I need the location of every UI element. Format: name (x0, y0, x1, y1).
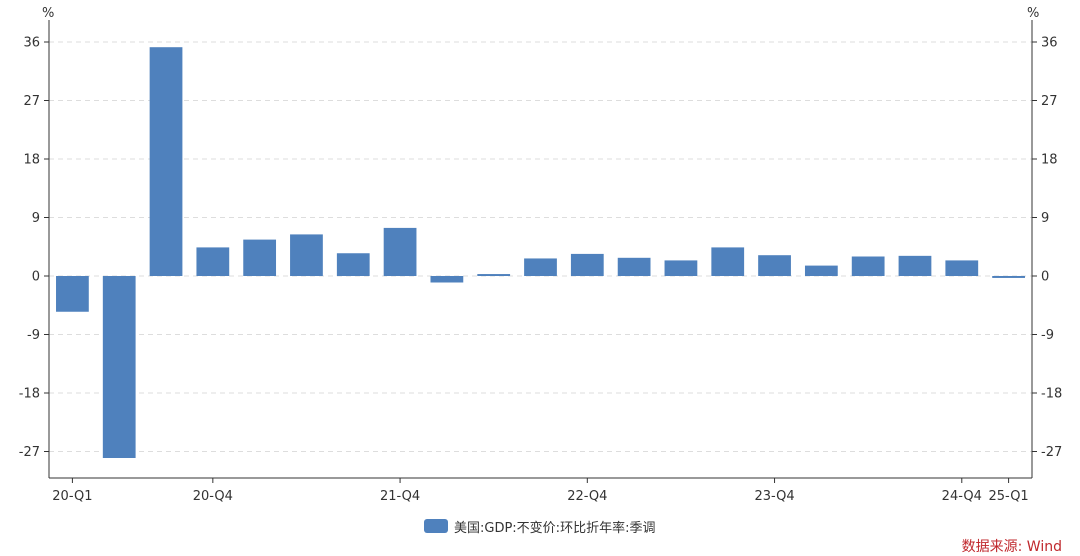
x-tick-label: 25-Q1 (988, 489, 1028, 504)
y-tick-label-right: -9 (1041, 328, 1054, 343)
source-note: 数据来源: Wind (961, 539, 1062, 555)
bar (477, 274, 511, 276)
x-tick-label: 21-Q4 (380, 489, 420, 504)
bar (992, 276, 1025, 278)
right-unit-label: % (1027, 6, 1039, 21)
bar (196, 247, 230, 276)
x-tick-label: 20-Q1 (52, 489, 92, 504)
y-tick-label-left: -27 (19, 445, 40, 460)
bar (383, 227, 417, 276)
tick-labels: 36 36 27 27 18 18 9 9 0 0 -9 -9 -18 -18 -27 -27 20-Q1 20-… (19, 36, 1062, 505)
bar (243, 239, 277, 276)
y-tick-label-left: 18 (23, 153, 40, 168)
axes (44, 20, 1037, 483)
y-tick-label-right: -27 (1041, 445, 1062, 460)
bar (898, 255, 932, 276)
bar (711, 247, 745, 276)
x-tick-label: 20-Q4 (193, 489, 233, 504)
y-tick-label-left: 36 (23, 36, 40, 51)
bar (524, 258, 557, 276)
y-tick-label-left: -18 (19, 387, 40, 402)
legend: 美国:GDP:不变价:环比折年率:季调 (424, 517, 656, 536)
bar (758, 255, 791, 276)
legend-label: 美国:GDP:不变价:环比折年率:季调 (454, 520, 656, 536)
bar (945, 260, 979, 276)
y-tick-label-right: 27 (1041, 94, 1058, 109)
y-tick-label-left: 9 (32, 211, 40, 226)
bar (336, 253, 370, 276)
left-unit-label: % (42, 6, 54, 21)
bar (56, 276, 89, 312)
y-tick-label-left: -9 (27, 328, 40, 343)
x-tick-label: 24-Q4 (942, 489, 982, 504)
bar (290, 234, 323, 276)
x-tick-label: 23-Q4 (754, 489, 794, 504)
y-tick-label-right: -18 (1041, 387, 1062, 402)
bar (664, 260, 698, 276)
y-tick-label-right: 18 (1041, 153, 1058, 168)
bar (430, 276, 464, 283)
bar (617, 257, 651, 276)
gridlines (49, 41, 1032, 452)
legend-swatch (424, 519, 448, 533)
y-tick-label-right: 36 (1041, 36, 1058, 51)
y-tick-label-right: 0 (1041, 270, 1049, 285)
y-tick-label-right: 9 (1041, 211, 1049, 226)
bar (851, 256, 885, 276)
y-tick-label-left: 27 (23, 94, 40, 109)
y-tick-label-left: 0 (32, 270, 40, 285)
x-tick-label: 22-Q4 (567, 489, 607, 504)
bar (804, 265, 838, 276)
bar (570, 253, 604, 276)
bars (56, 47, 1025, 458)
bar (149, 47, 183, 277)
bar (102, 276, 136, 458)
